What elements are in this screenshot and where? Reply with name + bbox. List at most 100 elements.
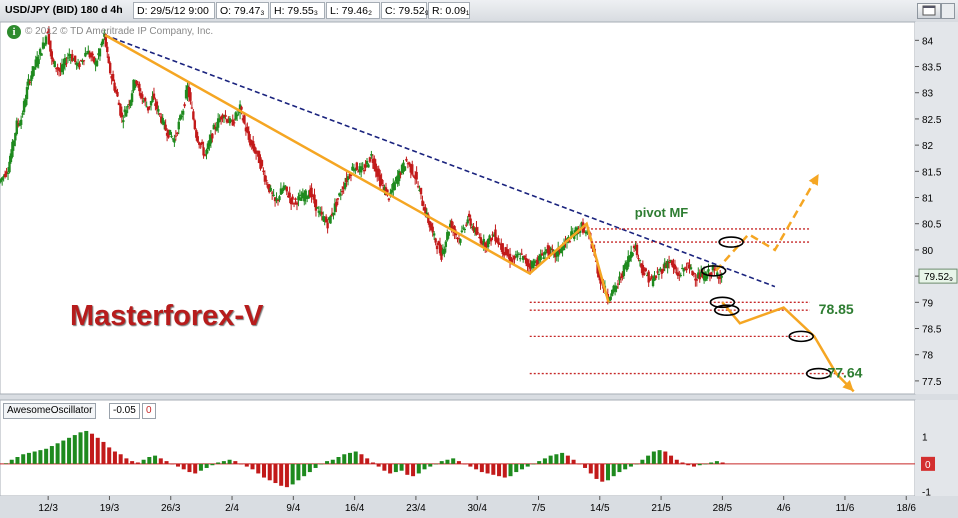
- candle-down: [511, 258, 515, 260]
- oscillator-tick-label: 1: [922, 432, 928, 443]
- y-tick-label: 77.5: [922, 377, 942, 388]
- candle-up: [297, 196, 300, 201]
- candle-down: [621, 273, 624, 278]
- candle-down: [640, 263, 643, 268]
- y-tick-label: 82: [922, 141, 934, 152]
- candle-down: [440, 247, 443, 260]
- candle-up: [707, 269, 710, 272]
- candle-up: [151, 96, 154, 103]
- candle-down: [28, 81, 32, 83]
- candle-down: [513, 255, 516, 260]
- candle-down: [326, 222, 329, 229]
- oscillator-bar: [479, 463, 484, 473]
- candle-down: [478, 237, 481, 239]
- candle-down: [111, 74, 115, 82]
- oscillator-bar: [428, 463, 433, 467]
- candle-down: [260, 160, 264, 167]
- candle-up: [441, 249, 445, 254]
- watermark-text: Masterforex-V: [70, 300, 264, 332]
- info-icon[interactable]: i: [7, 25, 21, 39]
- oscillator-bar: [623, 463, 628, 470]
- candle-up: [682, 268, 685, 272]
- candle-up: [101, 39, 105, 45]
- down-scenario-arrowhead: [842, 380, 854, 392]
- oscillator-bar: [32, 451, 37, 464]
- candle-down: [50, 51, 54, 60]
- axes: 8483.58382.58281.58180.58079.57978.57877…: [38, 36, 958, 514]
- candle-up: [627, 256, 630, 267]
- date-readout: D: 29/5/12 9:00: [133, 2, 215, 19]
- candle-down: [523, 255, 526, 258]
- candle-down: [202, 147, 205, 156]
- oscillator-bar: [141, 459, 146, 464]
- candle-up: [173, 139, 176, 143]
- candle-down: [434, 238, 437, 243]
- candle-up: [561, 244, 564, 251]
- candle-down: [619, 277, 623, 279]
- candle-up: [133, 80, 137, 88]
- candle-up: [622, 265, 626, 276]
- candle-up: [492, 234, 496, 237]
- candle-up: [395, 177, 398, 182]
- candle-up: [549, 248, 553, 250]
- candle-down: [262, 170, 265, 172]
- candle-up: [521, 255, 525, 260]
- oscillator-title[interactable]: AwesomeOscillator: [3, 403, 97, 419]
- oscillator-bar: [233, 461, 238, 464]
- oscillator-bar: [147, 457, 152, 464]
- candle-down: [376, 168, 379, 177]
- candle-down: [144, 97, 147, 102]
- candle-down: [308, 189, 312, 197]
- candle-up: [0, 177, 4, 181]
- oscillator-bar: [646, 455, 651, 464]
- y-tick-label: 78.5: [922, 325, 942, 336]
- oscillator-bar: [433, 463, 438, 465]
- oscillator-bar: [325, 461, 330, 464]
- candle-down: [335, 201, 338, 207]
- candle-down: [164, 124, 167, 131]
- candle-down: [249, 139, 252, 146]
- candle-down: [160, 116, 163, 123]
- candle-down: [139, 93, 143, 98]
- candle-down: [59, 68, 62, 72]
- copyright-text: © 2012 © TD Ameritrade IP Company, Inc.: [25, 26, 214, 37]
- candle-down: [146, 106, 150, 111]
- candle-down: [174, 135, 178, 137]
- high-readout: H: 79.55₃: [270, 2, 325, 19]
- oscillator-bar: [4, 463, 9, 464]
- candle-down: [662, 268, 665, 271]
- candle-up: [352, 169, 356, 171]
- candle-down: [505, 249, 509, 256]
- oscillator-bar: [674, 459, 679, 464]
- candle-down: [698, 274, 701, 280]
- oscillator-bar: [376, 463, 381, 467]
- candle-down: [675, 272, 678, 274]
- candle-down: [641, 264, 645, 276]
- candle-up: [432, 233, 436, 236]
- candle-down: [479, 237, 483, 244]
- x-tick-label: 30/4: [467, 503, 487, 514]
- candle-up: [216, 118, 220, 128]
- candle-up: [322, 216, 325, 221]
- pivot-label: pivot MF: [635, 205, 688, 220]
- candle-down: [219, 116, 223, 120]
- symbol-label[interactable]: USD/JPY (BID) 180 d 4h: [5, 4, 123, 16]
- annotations: pivot MF 78.85 77.64: [104, 34, 863, 393]
- candle-down: [422, 207, 426, 211]
- oscillator-bar: [284, 463, 289, 488]
- candle-down: [49, 40, 52, 52]
- candle-down: [673, 264, 677, 270]
- candle-up: [272, 194, 275, 196]
- candle-up: [631, 252, 634, 256]
- candle-up: [238, 104, 242, 114]
- candle-down: [415, 171, 418, 180]
- candle-down: [632, 245, 636, 249]
- maximize-button[interactable]: [917, 3, 941, 19]
- candle-up: [76, 62, 80, 67]
- candle-down: [472, 226, 475, 232]
- candle-down: [167, 129, 170, 138]
- candle-up: [206, 143, 210, 150]
- oscillator-zero-flag: [921, 456, 935, 471]
- oscillator-bar: [439, 461, 444, 464]
- candle-up: [170, 135, 173, 138]
